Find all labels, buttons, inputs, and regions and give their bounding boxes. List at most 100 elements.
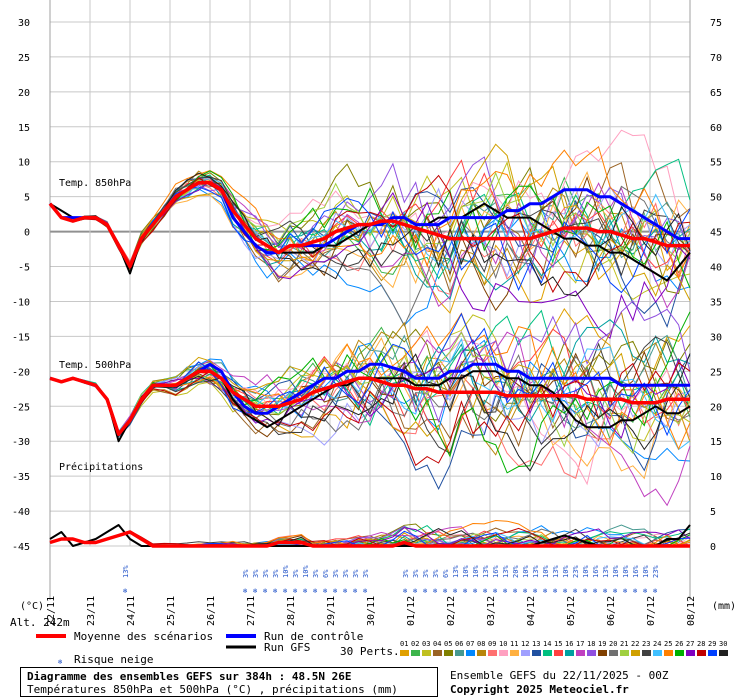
snow-risk-pct: 20% [512,565,520,578]
right-tick-label: 30 [710,332,722,343]
left-tick-label: 10 [18,158,30,169]
right-tick-label: 70 [710,53,722,64]
perturbation-id: 24 [653,640,661,648]
snowflake-icon: ❄ [313,587,317,595]
snowflake-icon: ❄ [453,587,457,595]
perturbation-id: 11 [510,640,518,648]
perturbation-swatch [411,650,420,656]
left-tick-label: -45 [12,542,30,553]
snow-risk-pct: 3% [242,569,250,578]
perturbation-swatch [686,650,695,656]
snow-risk-pct: 10% [622,565,630,578]
altitude-label: Alt. 242m [10,616,70,629]
right-tick-label: 20 [710,402,722,413]
snow-risk-pct: 3% [342,569,350,578]
x-tick-label: 29/11 [326,596,337,626]
perturbation-id: 14 [543,640,551,648]
snowflake-icon: ❄ [493,587,497,595]
snowflake-icon: ❄ [583,587,587,595]
right-tick-label: 0 [710,542,716,553]
series-line [48,180,690,269]
perturbation-id: 06 [455,640,463,648]
panel-labels: Temp. 850hPa Temp. 500hPa Précipitations [59,178,143,473]
perturbation-id: 17 [576,640,584,648]
snowflake-icon: ❄ [653,587,657,595]
legend-mean-label: Moyenne des scénarios [74,630,214,643]
snowflake-icon: ❄ [243,587,247,595]
snow-risk-pct: 23% [572,565,580,578]
left-tick-label: -15 [12,332,30,343]
snow-risk-pct: 3% [362,569,370,578]
snow-risk-pct: 13% [502,565,510,578]
perturbation-swatch [488,650,497,656]
x-tick-label: 27/11 [246,596,257,626]
perturbation-id: 16 [565,640,573,648]
perturbation-swatch [433,650,442,656]
right-tick-label: 45 [710,228,722,239]
snow-risk-pct: 6% [442,569,450,578]
perturbation-swatch [565,650,574,656]
snow-risk-pct: 10% [472,565,480,578]
perturbation-swatch [587,650,596,656]
perturbation-id: 26 [675,640,683,648]
snow-risk-pct: 10% [522,565,530,578]
snowflake-icon: ❄ [353,587,357,595]
left-tick-label: -20 [12,367,30,378]
snowflake-icon: ❄ [123,587,127,595]
snow-risk-pct: 10% [282,565,290,578]
snowflake-icon: ❄ [443,587,447,595]
perturbation-line [49,362,691,467]
info-box: Diagramme des ensembles GEFS sur 384h : … [20,667,438,697]
perturbation-id: 20 [609,640,617,648]
perturbation-swatch [609,650,618,656]
x-tick-label: 08/12 [686,596,697,626]
panel-label: Précipitations [59,461,143,473]
right-tick-label: 55 [710,158,722,169]
left-tick-label: -5 [18,263,30,274]
snowflake-icon: ❄ [643,587,647,595]
right-unit-label: (mm) [712,601,736,612]
snowflake-icon: ❄ [433,587,437,595]
snow-risk-pct: 3% [262,569,270,578]
x-tick-label: 24/11 [126,596,137,626]
snowflake-icon: ❄ [323,587,327,595]
right-tick-label: 60 [710,123,722,134]
snowflake-icon: ❄ [543,587,547,595]
snowflake-icon: ❄ [463,587,467,595]
perturbation-id: 28 [697,640,705,648]
main-series-lines [48,180,691,548]
perturbation-line [49,362,691,448]
snowflake-icon: ❄ [363,587,367,595]
snow-risk-pct: 10% [562,565,570,578]
snowflake-icon: ❄ [343,587,347,595]
snowflake-icon: ❄ [603,587,607,595]
snow-risk-pct: 3% [292,569,300,578]
perturbation-swatch [477,650,486,656]
snowflake-icon: ❄ [273,587,277,595]
snow-risk-pct: 10% [642,565,650,578]
run-label: Ensemble GEFS du 22/11/2025 - 00Z [450,669,669,682]
perturbation-swatch [620,650,629,656]
right-tick-label: 25 [710,367,722,378]
snow-risk-pct: 10% [462,565,470,578]
perturbation-swatch [653,650,662,656]
perturbation-swatch [543,650,552,656]
perturbation-id: 03 [422,640,430,648]
plot-grid [49,0,691,600]
snowflake-icon: ❄ [293,587,297,595]
perturbation-id: 27 [686,640,694,648]
perturbation-id: 04 [433,640,441,648]
snowflake-icon: ❄ [623,587,627,595]
snow-risk-pct: 13% [452,565,460,578]
snowflake-icon: ❄ [633,587,637,595]
copyright: Copyright 2025 Meteociel.fr [450,683,629,696]
snow-risk-pct: 13% [532,565,540,578]
left-axis: 30 25 20 15 10 5 0 -5 -10 -15 -20 -25 -30 -35 -40 -45 (°… [12,18,44,612]
perturbation-line [49,310,691,456]
perturbation-line [49,171,691,289]
snow-risk-pct: 10% [542,565,550,578]
perturbation-line [49,174,691,294]
right-tick-label: 5 [710,507,716,518]
snowflake-icon: ❄ [263,587,267,595]
